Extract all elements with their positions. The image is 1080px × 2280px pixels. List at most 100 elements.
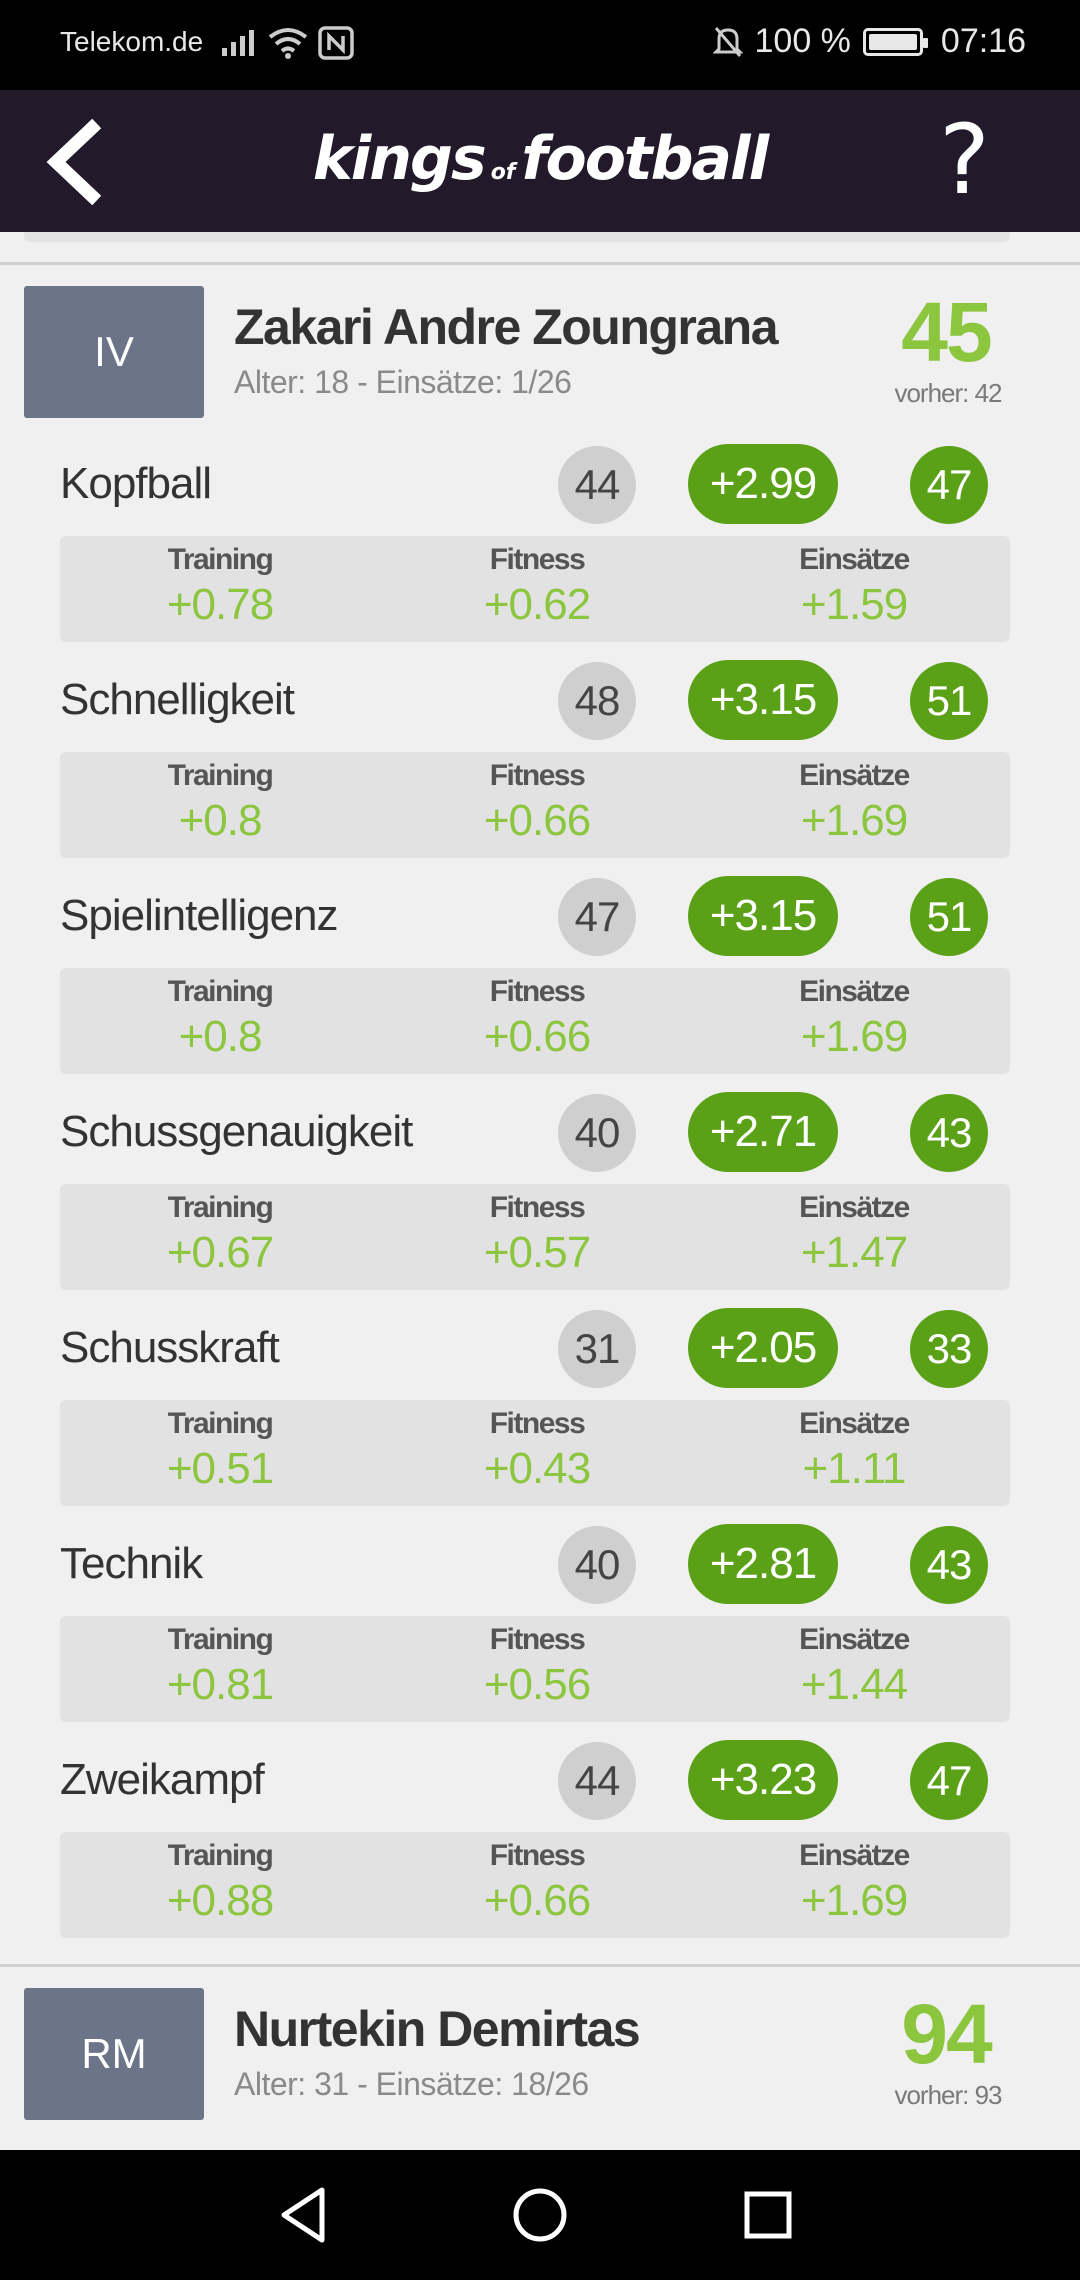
attribute-breakdown: Training +0.78 Fitness +0.62 Einsätze +1.59 bbox=[60, 536, 1010, 642]
attribute-name: Schnelligkeit bbox=[60, 675, 295, 724]
base-value-badge: 44 bbox=[558, 446, 636, 524]
fitness-column: Fitness +0.66 bbox=[407, 1838, 667, 1928]
attribute-breakdown: Training +0.88 Fitness +0.66 Einsätze +1.69 bbox=[60, 1832, 1010, 1938]
training-column: Training +0.81 bbox=[90, 1622, 350, 1712]
training-column: Training +0.88 bbox=[90, 1838, 350, 1928]
home-circle-icon[interactable] bbox=[505, 2180, 575, 2250]
system-nav-bar bbox=[0, 2150, 1080, 2280]
training-value: +0.88 bbox=[166, 1876, 274, 1925]
training-label: Training bbox=[167, 1407, 274, 1440]
attribute-name: Schussgenauigkeit bbox=[60, 1107, 413, 1156]
fitness-column: Fitness +0.66 bbox=[407, 758, 667, 848]
total-value-badge: 47 bbox=[910, 446, 988, 524]
training-label: Training bbox=[167, 1839, 274, 1872]
player-meta: Alter: 31 - Einsätze: 18/26 bbox=[234, 2066, 589, 2102]
fitness-column: Fitness +0.66 bbox=[407, 974, 667, 1064]
training-column: Training +0.78 bbox=[90, 542, 350, 632]
divider bbox=[0, 262, 1080, 265]
einsaetze-label: Einsätze bbox=[799, 759, 910, 792]
signal-icon bbox=[222, 30, 254, 56]
base-value-badge: 48 bbox=[558, 662, 636, 740]
help-button[interactable]: ? bbox=[939, 104, 990, 216]
fitness-value: +0.66 bbox=[483, 796, 591, 845]
einsaetze-label: Einsätze bbox=[799, 975, 910, 1008]
training-label: Training bbox=[167, 975, 274, 1008]
einsaetze-label: Einsätze bbox=[799, 1407, 910, 1440]
fitness-column: Fitness +0.43 bbox=[407, 1406, 667, 1496]
training-value: +0.8 bbox=[178, 1012, 263, 1061]
attribute-name: Kopfball bbox=[60, 459, 212, 508]
app-logo: kings of football bbox=[0, 124, 1080, 194]
training-column: Training +0.8 bbox=[90, 974, 350, 1064]
training-value: +0.67 bbox=[166, 1228, 274, 1277]
attribute-name: Technik bbox=[60, 1539, 203, 1588]
previous-score: vorher: 93 bbox=[894, 2080, 1002, 2110]
einsaetze-label: Einsätze bbox=[799, 543, 910, 576]
total-value-badge: 51 bbox=[910, 878, 988, 956]
position-badge: IV bbox=[24, 286, 204, 418]
fitness-value: +0.43 bbox=[483, 1444, 591, 1493]
fitness-label: Fitness bbox=[489, 975, 586, 1008]
recents-square-icon[interactable] bbox=[733, 2180, 803, 2250]
training-label: Training bbox=[167, 1623, 274, 1656]
attribute-breakdown: Training +0.51 Fitness +0.43 Einsätze +1.11 bbox=[60, 1400, 1010, 1506]
attribute-breakdown: Training +0.67 Fitness +0.57 Einsätze +1.47 bbox=[60, 1184, 1010, 1290]
logo-of: of bbox=[490, 160, 516, 185]
logo-kings: kings bbox=[312, 124, 487, 194]
fitness-value: +0.62 bbox=[483, 580, 591, 629]
attribute-breakdown: Training +0.8 Fitness +0.66 Einsätze +1.69 bbox=[60, 968, 1010, 1074]
status-bar: Telekom.de 100 % 07:16 bbox=[0, 0, 1080, 90]
base-value-badge: 31 bbox=[558, 1310, 636, 1388]
back-triangle-icon[interactable] bbox=[270, 2180, 340, 2250]
mute-icon bbox=[712, 26, 743, 57]
einsaetze-label: Einsätze bbox=[799, 1623, 910, 1656]
attribute-name: Zweikampf bbox=[60, 1755, 265, 1804]
total-value-badge: 51 bbox=[910, 662, 988, 740]
fitness-label: Fitness bbox=[489, 543, 586, 576]
player-score: 45 bbox=[901, 285, 992, 379]
fitness-value: +0.66 bbox=[483, 1876, 591, 1925]
delta-value-pill: +2.81 bbox=[688, 1524, 838, 1604]
einsaetze-column: Einsätze +1.11 bbox=[724, 1406, 984, 1496]
carrier-label: Telekom.de bbox=[60, 26, 204, 57]
fitness-label: Fitness bbox=[489, 1407, 586, 1440]
einsaetze-column: Einsätze +1.47 bbox=[724, 1190, 984, 1280]
einsaetze-label: Einsätze bbox=[799, 1839, 910, 1872]
einsaetze-value: +1.44 bbox=[800, 1660, 908, 1709]
delta-value-pill: +3.15 bbox=[688, 876, 838, 956]
app-header: kings of football ? bbox=[0, 90, 1080, 232]
einsaetze-value: +1.59 bbox=[800, 580, 908, 629]
einsaetze-column: Einsätze +1.69 bbox=[724, 1838, 984, 1928]
einsaetze-value: +1.11 bbox=[802, 1444, 906, 1493]
total-value-badge: 43 bbox=[910, 1094, 988, 1172]
delta-value-pill: +2.71 bbox=[688, 1092, 838, 1172]
player-score: 94 bbox=[901, 1987, 992, 2081]
player-name: Zakari Andre Zoungrana bbox=[234, 299, 779, 355]
einsaetze-column: Einsätze +1.59 bbox=[724, 542, 984, 632]
attribute-breakdown: Training +0.81 Fitness +0.56 Einsätze +1.44 bbox=[60, 1616, 1010, 1722]
fitness-label: Fitness bbox=[489, 1839, 586, 1872]
training-value: +0.81 bbox=[166, 1660, 274, 1709]
attribute-breakdown: Training +0.8 Fitness +0.66 Einsätze +1.69 bbox=[60, 752, 1010, 858]
clock: 07:16 bbox=[940, 22, 1026, 60]
player-list[interactable]: IV Zakari Andre Zoungrana Alter: 18 - Ei… bbox=[0, 232, 1080, 2150]
chevron-left-icon[interactable] bbox=[34, 112, 114, 212]
divider bbox=[0, 1964, 1080, 1967]
total-value-badge: 47 bbox=[910, 1742, 988, 1820]
einsaetze-value: +1.47 bbox=[800, 1228, 908, 1277]
player-meta: Alter: 18 - Einsätze: 1/26 bbox=[234, 364, 572, 400]
training-value: +0.8 bbox=[178, 796, 263, 845]
einsaetze-column: Einsätze +1.44 bbox=[724, 1622, 984, 1712]
fitness-value: +0.57 bbox=[483, 1228, 591, 1277]
einsaetze-column: Einsätze +1.69 bbox=[724, 974, 984, 1064]
battery-percent: 100 % bbox=[754, 22, 851, 60]
fitness-label: Fitness bbox=[489, 759, 586, 792]
training-value: +0.51 bbox=[166, 1444, 274, 1493]
fitness-column: Fitness +0.57 bbox=[407, 1190, 667, 1280]
training-value: +0.78 bbox=[166, 580, 274, 629]
training-column: Training +0.51 bbox=[90, 1406, 350, 1496]
total-value-badge: 43 bbox=[910, 1526, 988, 1604]
position-badge: RM bbox=[24, 1988, 204, 2120]
training-label: Training bbox=[167, 759, 274, 792]
einsaetze-label: Einsätze bbox=[799, 1191, 910, 1224]
